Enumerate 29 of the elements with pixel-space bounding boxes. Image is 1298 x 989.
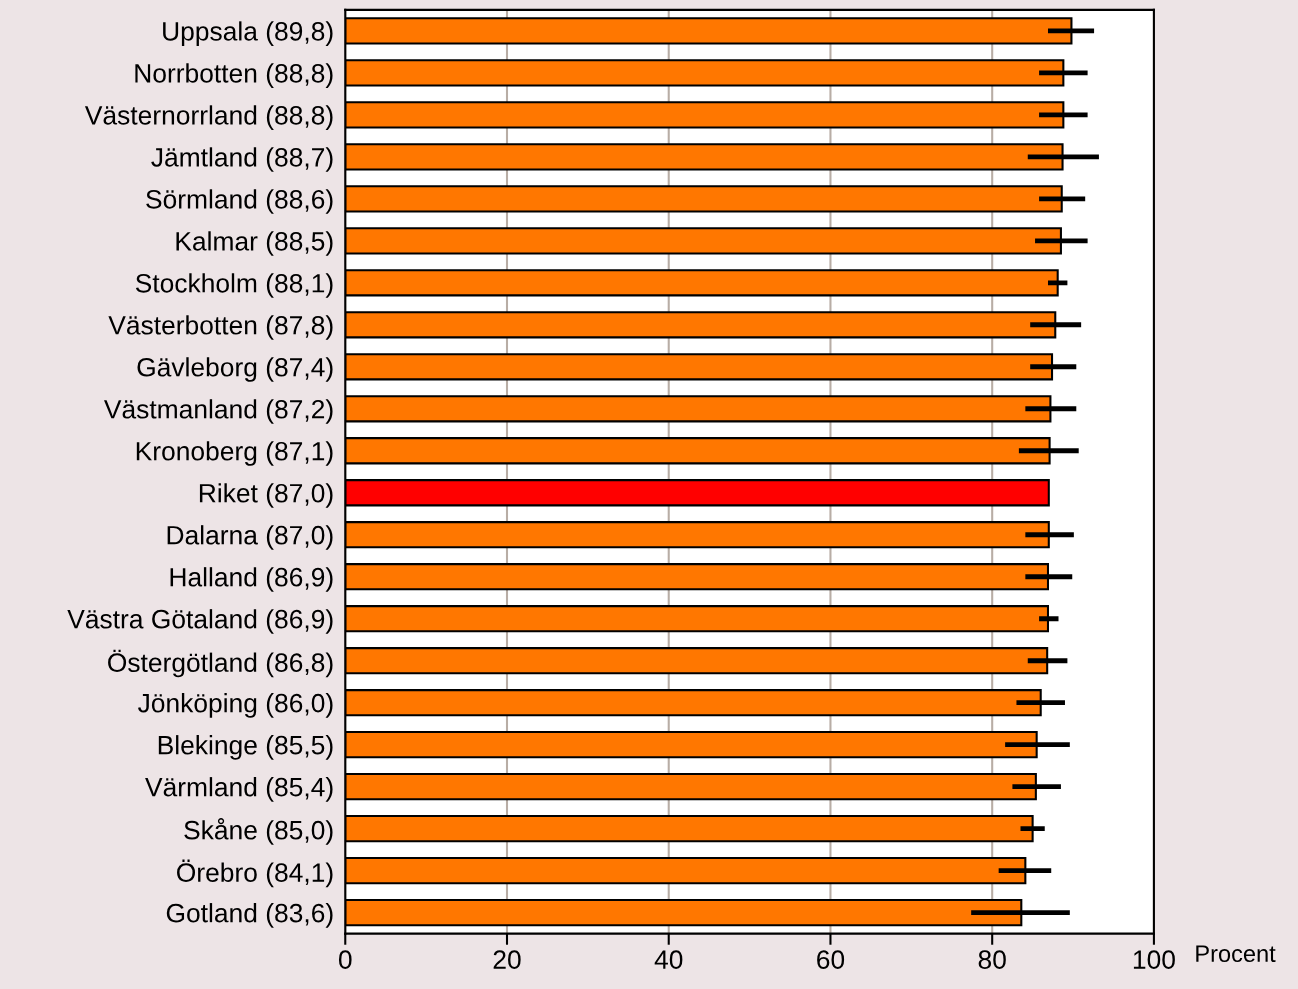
x-tick-label: 60 (817, 950, 845, 969)
y-tick-label: Sörmland (88,6) (146, 189, 333, 214)
y-tick-label: Stockholm (88,1) (135, 273, 333, 298)
y-tick-label: Kronoberg (87,1) (136, 441, 333, 466)
y-tick-label: Gotland (83,6) (166, 903, 333, 928)
y-tick-label: Blekinge (85,5) (158, 735, 333, 760)
y-tick-label: Värmland (85,4) (145, 777, 333, 802)
y-tick-label: Örebro (84,1) (177, 859, 333, 888)
y-tick-label: Skåne (85,0) (184, 818, 333, 845)
y-tick-label: Västerbotten (87,8) (108, 315, 333, 340)
x-tick-label: 80 (978, 950, 1006, 969)
y-tick-label: Östergötland (86,8) (108, 649, 333, 678)
y-tick-label: Gävleborg (87,4) (137, 357, 333, 382)
x-axis-title: Procent (1196, 945, 1276, 963)
y-tick-label: Dalarna (87,0) (167, 525, 333, 550)
y-tick-label: Uppsala (89,8) (163, 21, 333, 46)
x-tick-label: 20 (493, 950, 521, 969)
y-tick-label: Västra Götaland (86,9) (67, 609, 333, 634)
y-tick-label: Norrbotten (88,8) (135, 63, 333, 88)
y-tick-label: Jönköping (86,0) (138, 693, 333, 718)
y-tick-label: Västmanland (87,2) (103, 399, 333, 424)
y-tick-label: Västernorrland (88,8) (84, 105, 333, 130)
y-tick-label: Kalmar (88,5) (176, 231, 333, 256)
y-tick-label: Halland (86,9) (170, 567, 333, 592)
y-tick-label: Riket (87,0) (199, 483, 333, 508)
x-tick-label: 100 (1133, 950, 1175, 969)
x-tick-label: 0 (338, 950, 352, 969)
y-tick-label: Jämtland (88,7) (151, 147, 333, 172)
x-tick-label: 40 (654, 950, 683, 969)
